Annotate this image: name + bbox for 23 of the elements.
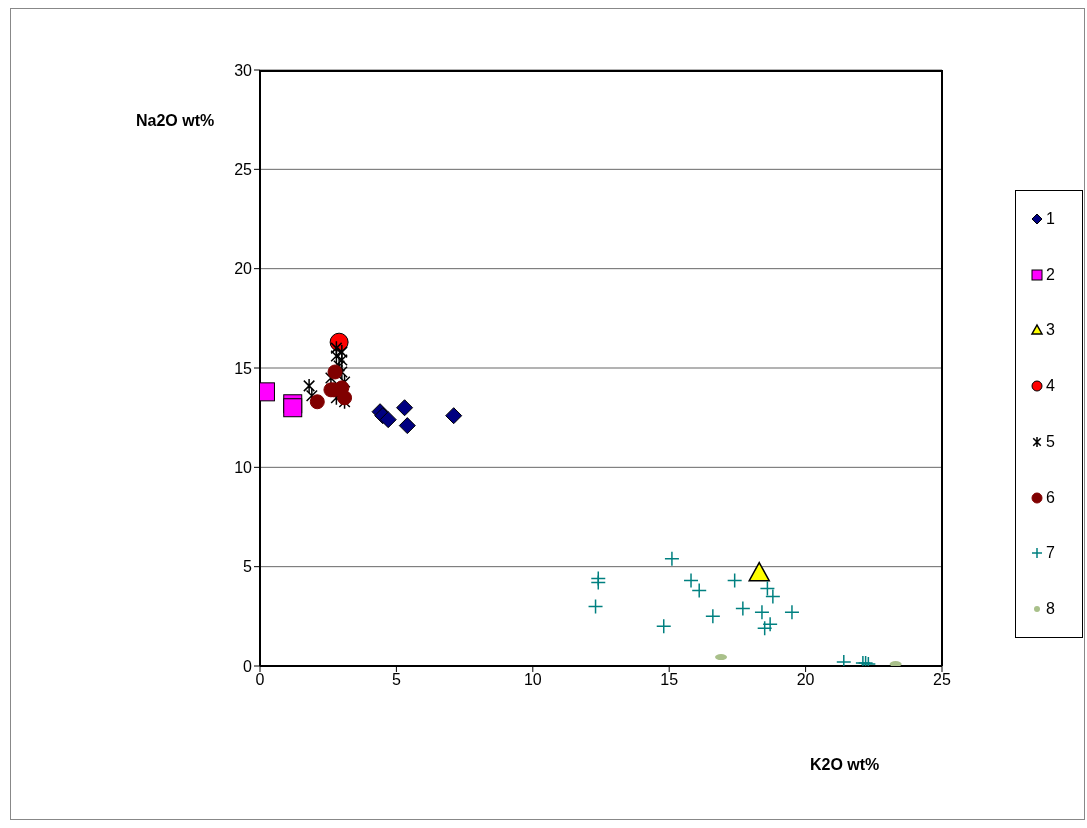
x-tick-label: 25 bbox=[933, 671, 951, 689]
y-axis-title: Na2O wt% bbox=[136, 112, 215, 130]
y-tick-label: 30 bbox=[234, 61, 253, 79]
y-tick-label: 15 bbox=[234, 359, 253, 377]
legend-label: 5 bbox=[1046, 432, 1055, 451]
legend-label: 3 bbox=[1046, 321, 1055, 340]
y-tick-label: 20 bbox=[234, 260, 253, 278]
y-tick-label: 25 bbox=[234, 161, 253, 179]
x-tick-label: 5 bbox=[391, 671, 401, 689]
legend-label: 1 bbox=[1046, 209, 1055, 228]
legend-label: 4 bbox=[1046, 377, 1055, 396]
x-tick-label: 0 bbox=[255, 671, 265, 689]
legend-label: 8 bbox=[1046, 600, 1055, 619]
y-tick-label: 0 bbox=[243, 657, 253, 675]
legend-label: 7 bbox=[1046, 544, 1055, 563]
y-tick-label: 10 bbox=[234, 459, 253, 477]
legend-label: 2 bbox=[1046, 265, 1055, 284]
x-tick-label: 20 bbox=[796, 671, 815, 689]
x-axis-title: K2O wt% bbox=[810, 756, 880, 774]
y-tick-label: 5 bbox=[243, 558, 253, 576]
legend-label: 6 bbox=[1046, 488, 1055, 507]
x-tick-label: 10 bbox=[523, 671, 542, 689]
x-tick-label: 15 bbox=[660, 671, 679, 689]
